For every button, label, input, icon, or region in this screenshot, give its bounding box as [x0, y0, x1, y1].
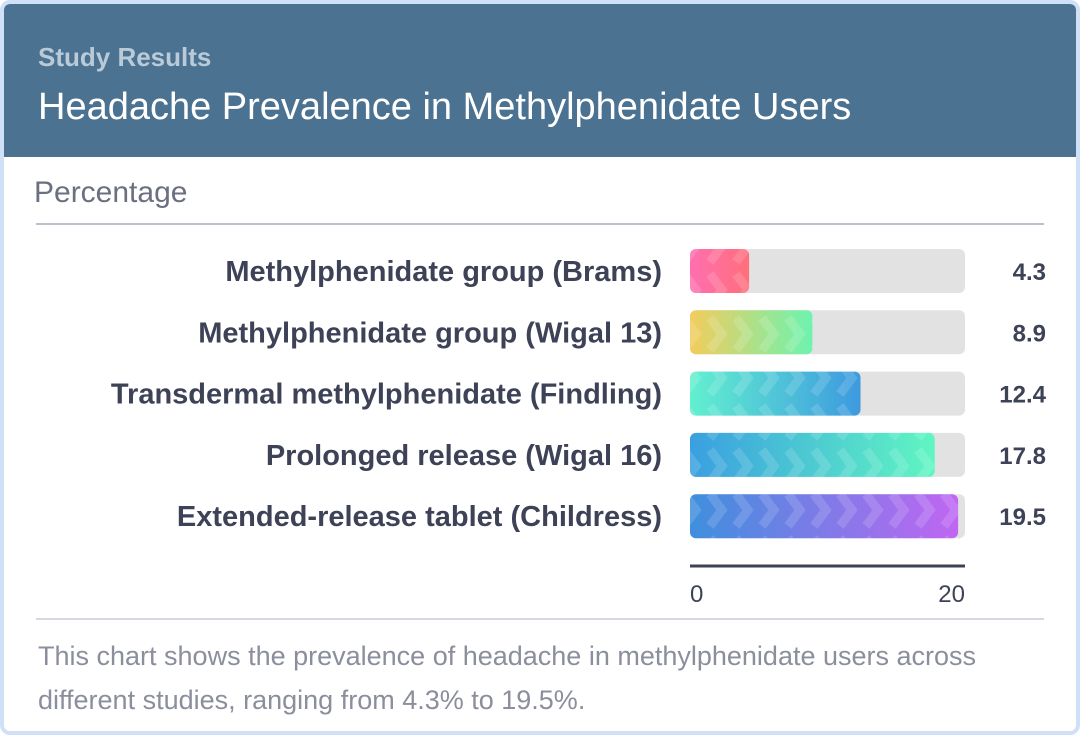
value-label: 19.5 [999, 504, 1046, 531]
unit-label: Percentage [34, 176, 188, 209]
chart-title: Headache Prevalence in Methylphenidate U… [38, 86, 852, 128]
card-subtitle: Study Results [38, 42, 212, 72]
bar-pattern [690, 371, 861, 416]
chart-caption: This chart shows the prevalence of heada… [38, 641, 977, 715]
bar-track [690, 249, 965, 293]
x-tick-label: 20 [938, 581, 965, 608]
bar-pattern [690, 310, 813, 355]
bar-pattern [690, 432, 935, 477]
card-header: Study Results Headache Prevalence in Met… [4, 4, 1076, 157]
category-label: Extended-release tablet (Childress) [177, 501, 662, 533]
value-label: 17.8 [999, 443, 1046, 470]
category-label: Prolonged release (Wigal 16) [266, 440, 662, 472]
bar-pattern [690, 249, 750, 293]
bar-pattern [690, 494, 959, 539]
category-label: Methylphenidate group (Brams) [225, 256, 662, 288]
value-label: 12.4 [999, 382, 1046, 409]
category-label: Methylphenidate group (Wigal 13) [198, 317, 662, 349]
value-label: 8.9 [1013, 320, 1046, 347]
top-divider [36, 223, 1044, 225]
x-tick-label: 0 [690, 581, 703, 608]
bottom-divider [36, 618, 1044, 620]
value-label: 4.3 [1013, 259, 1046, 286]
bar-chart: Methylphenidate group (Brams) 4.3 Methylph… [111, 249, 1047, 608]
category-label: Transdermal methylphenidate (Findling) [111, 379, 662, 411]
